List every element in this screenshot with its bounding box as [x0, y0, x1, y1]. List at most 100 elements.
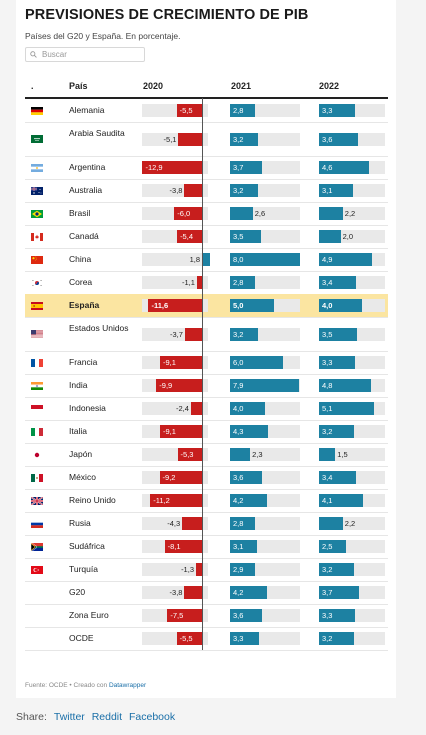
value-label-2022: 3,7	[322, 588, 333, 597]
bar-2022	[319, 586, 360, 599]
value-label-2021: 3,6	[233, 611, 244, 620]
header-2020[interactable]: 2020	[143, 81, 164, 91]
bar-2022	[319, 471, 356, 484]
row-divider	[25, 156, 388, 157]
header-country[interactable]: País	[69, 81, 88, 91]
value-label-2021: 2,8	[233, 519, 244, 528]
bar-2020	[184, 327, 202, 341]
chart-footer: Fuente: OCDE • Creado con Datawrapper	[25, 682, 146, 689]
australia-flag	[31, 186, 43, 195]
value-label-2020: -1,3	[181, 565, 194, 574]
bar-2020	[176, 632, 202, 645]
italy-flag	[31, 427, 43, 436]
russia-flag	[31, 519, 43, 528]
country-name: Francia	[69, 357, 98, 367]
value-label-2022: 2,0	[342, 232, 354, 241]
bar-2022	[319, 132, 358, 146]
bar-2020	[156, 379, 202, 392]
bar-2021	[230, 402, 265, 415]
share-bar: Share: Twitter Reddit Facebook	[16, 711, 175, 723]
row-divider	[25, 466, 388, 467]
row-divider	[25, 650, 388, 651]
value-label-2020: -11,6	[151, 301, 169, 310]
country-name: China	[69, 254, 92, 264]
value-label-2021: 3,2	[233, 329, 244, 339]
table-row: Italia -9,1 4,3 3,2	[25, 420, 388, 443]
bar-2021	[230, 299, 274, 312]
brazil-flag	[31, 209, 43, 218]
table-row: Australia -3,8 3,2 3,1	[25, 179, 388, 202]
value-label-2020: -5,1	[163, 134, 177, 144]
bar-2021	[230, 184, 258, 197]
header-2021[interactable]: 2021	[231, 81, 252, 91]
value-label-2020: 1,8	[189, 255, 200, 264]
table-row: Turquía -1,3 2,9 3,2	[25, 558, 388, 581]
value-label-2020: -3,8	[169, 588, 183, 597]
value-label-2020: -9,2	[162, 473, 176, 482]
value-label-2021: 3,1	[233, 542, 244, 551]
bar-2020	[159, 471, 202, 484]
country-name: Corea	[69, 277, 93, 287]
korea-flag	[31, 278, 43, 287]
table-row: Corea -1,1 2,8 3,4	[25, 271, 388, 294]
mexico-flag	[31, 473, 43, 482]
country-name: Australia	[69, 185, 103, 195]
country-name: Brasil	[69, 208, 91, 218]
table-row: Canadá -5,4 3,5 2,0	[25, 225, 388, 248]
value-label-2022: 5,1	[322, 404, 333, 413]
share-reddit-link[interactable]: Reddit	[91, 711, 123, 723]
value-label-2021: 2,8	[233, 278, 244, 287]
share-twitter-link[interactable]: Twitter	[53, 711, 85, 723]
argentina-flag	[31, 163, 43, 172]
value-label-2021: 2,6	[254, 209, 266, 218]
header-2022[interactable]: 2022	[319, 81, 340, 91]
value-label-2020: -2,4	[176, 404, 189, 413]
share-facebook-link[interactable]: Facebook	[128, 711, 176, 723]
row-divider	[25, 558, 388, 559]
value-label-2021: 6,0	[233, 358, 244, 367]
value-label-2021: 4,2	[233, 588, 244, 597]
source-text: Fuente: OCDE • Creado con	[25, 682, 109, 689]
bar-2021	[230, 230, 261, 243]
bar-track-2020	[142, 276, 208, 289]
country-name: G20	[69, 587, 86, 597]
bar-2020	[167, 609, 202, 622]
row-divider	[25, 489, 388, 490]
search-box[interactable]	[25, 47, 145, 62]
table-row: México -9,2 3,6 3,4	[25, 466, 388, 489]
south-africa-flag	[31, 542, 43, 551]
datawrapper-link[interactable]: Datawrapper	[108, 682, 147, 689]
bar-2022	[319, 402, 375, 415]
chart-subtitle: Países del G20 y España. En porcentaje.	[25, 31, 181, 41]
bar-2022	[319, 448, 336, 461]
bar-2021	[230, 253, 300, 266]
usa-flag	[31, 330, 43, 338]
table-row: España -11,6 5,0 4,0	[25, 294, 388, 317]
value-label-2022: 2,2	[344, 209, 356, 218]
value-label-2022: 3,2	[322, 427, 333, 436]
country-name: España	[69, 300, 100, 310]
bar-track-2022	[319, 448, 385, 461]
value-label-2021: 2,8	[233, 106, 244, 115]
value-label-2022: 3,2	[322, 565, 333, 574]
value-label-2022: 3,3	[322, 106, 333, 115]
value-label-2020: -9,1	[163, 358, 176, 367]
value-label-2020: -7,5	[170, 611, 184, 620]
bar-2022	[319, 161, 369, 174]
value-label-2022: 3,4	[322, 473, 333, 482]
row-divider	[25, 179, 388, 180]
bar-2021	[230, 425, 268, 438]
value-label-2022: 3,6	[322, 134, 333, 144]
bar-2022	[319, 517, 343, 530]
bar-2021	[230, 356, 283, 369]
bar-2020	[184, 586, 202, 599]
search-input[interactable]	[42, 48, 142, 61]
value-label-2021: 3,7	[233, 163, 244, 172]
value-label-2021: 4,3	[233, 427, 244, 436]
bar-2020	[142, 161, 202, 174]
bar-track-2020	[142, 563, 208, 576]
bar-track-2020	[142, 253, 208, 266]
table-row: Brasil -6,0 2,6 2,2	[25, 202, 388, 225]
value-label-2021: 2,9	[233, 565, 244, 574]
value-label-2020: -3,7	[170, 329, 183, 339]
